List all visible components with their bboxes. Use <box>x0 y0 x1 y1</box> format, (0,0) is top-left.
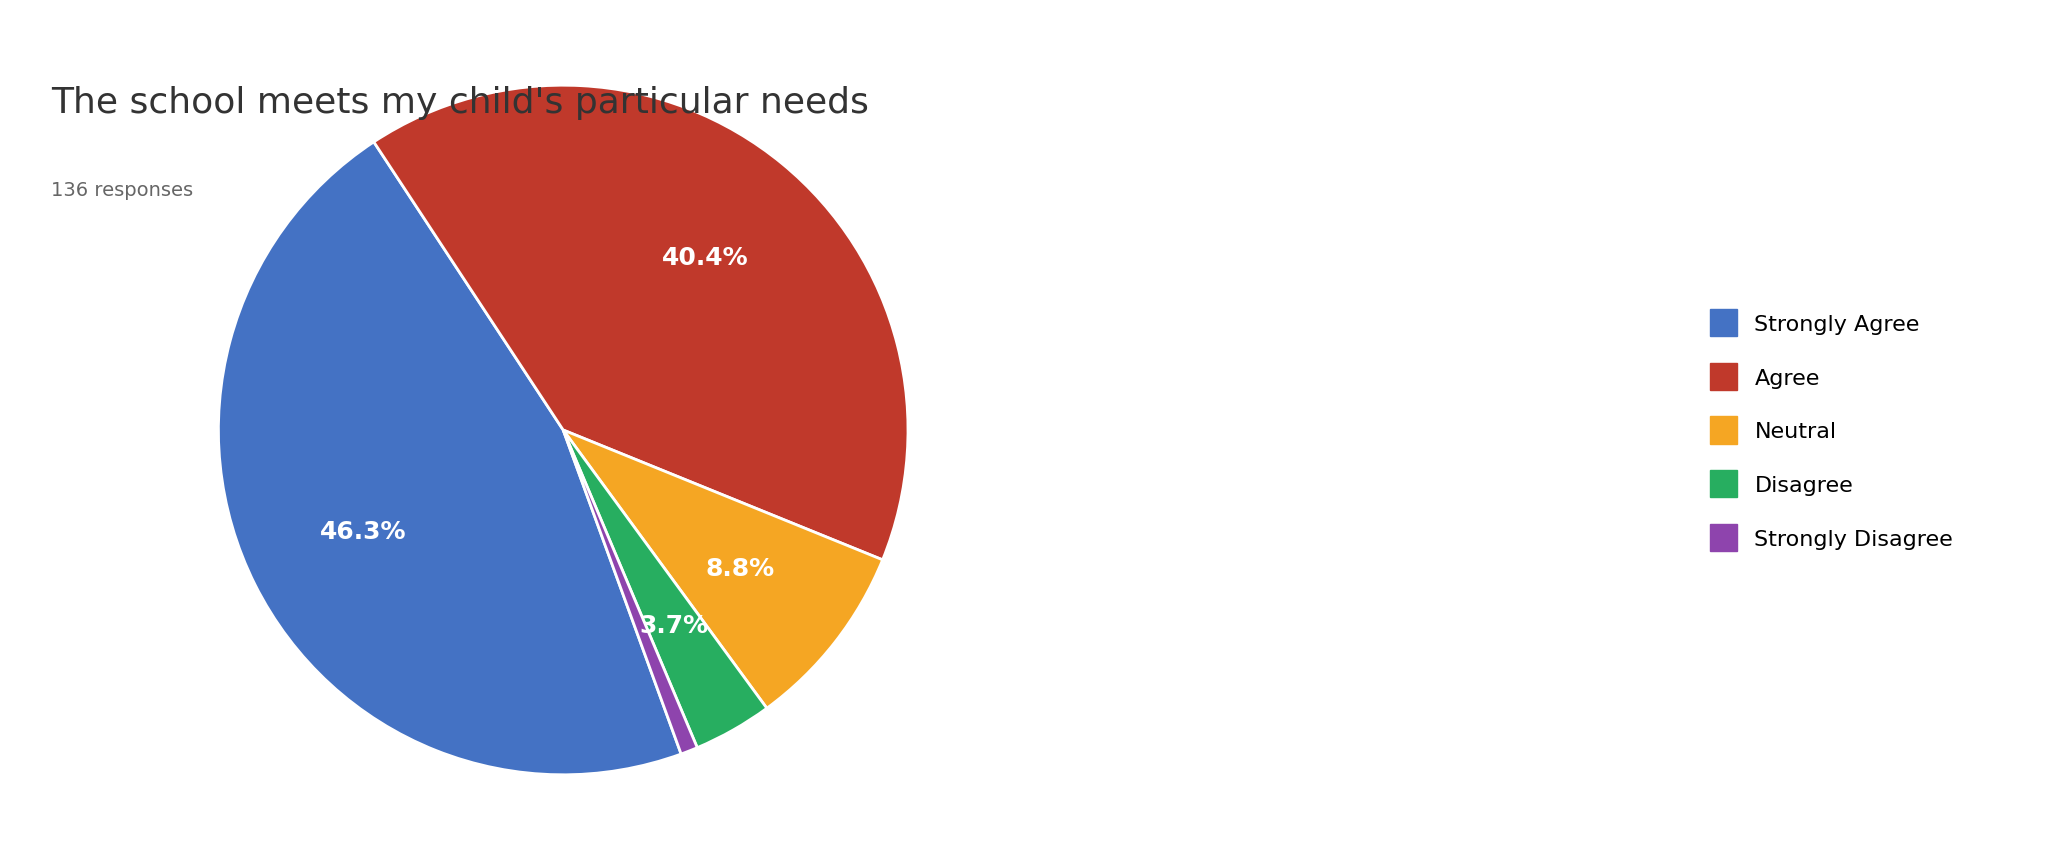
Wedge shape <box>563 430 696 754</box>
Text: 40.4%: 40.4% <box>662 245 750 269</box>
Legend: Strongly Agree, Agree, Neutral, Disagree, Strongly Disagree: Strongly Agree, Agree, Neutral, Disagree… <box>1688 288 1976 573</box>
Text: 136 responses: 136 responses <box>51 181 193 200</box>
Text: The school meets my child's particular needs: The school meets my child's particular n… <box>51 86 868 120</box>
Wedge shape <box>219 143 682 775</box>
Wedge shape <box>563 430 766 748</box>
Wedge shape <box>563 430 883 709</box>
Wedge shape <box>375 86 907 561</box>
Text: 3.7%: 3.7% <box>639 613 709 637</box>
Text: 46.3%: 46.3% <box>319 519 406 543</box>
Text: 8.8%: 8.8% <box>705 556 774 580</box>
